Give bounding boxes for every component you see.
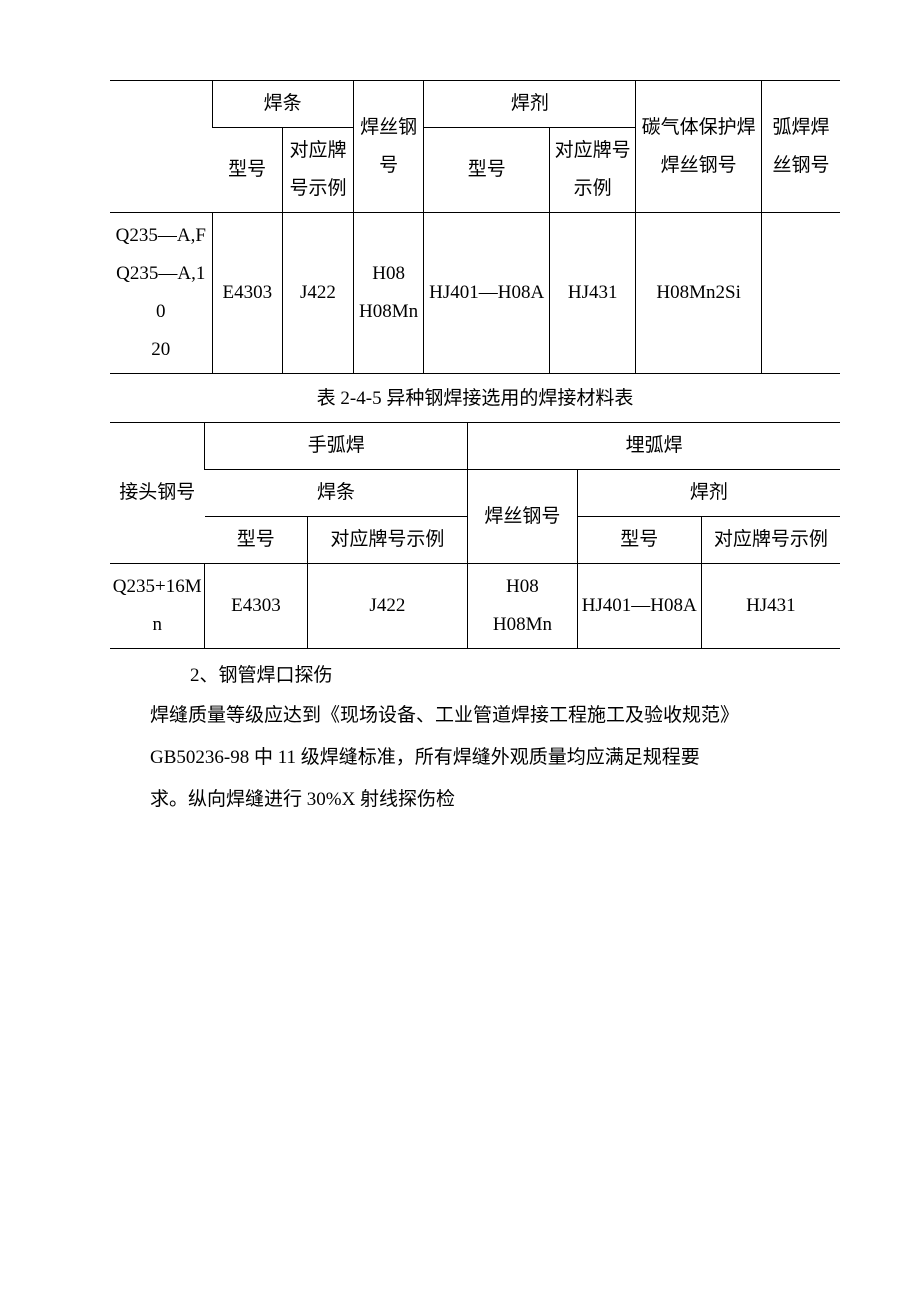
t1-h-rod-brand: 对应牌号示例 — [283, 128, 354, 213]
t2-c3: J422 — [307, 564, 468, 649]
t1-h-flux-group: 焊剂 — [424, 81, 636, 128]
t2-h-joint-steel: 接头钢号 — [110, 423, 205, 564]
t1-c4: H08 H08Mn — [353, 213, 424, 374]
table-caption: 表 2-4-5 异种钢焊接选用的焊接材料表 — [110, 382, 840, 416]
t1-c2: E4303 — [212, 213, 283, 374]
t2-h-flux: 焊剂 — [577, 470, 840, 517]
t1-c8 — [761, 213, 840, 374]
t1-h-rod-model: 型号 — [212, 128, 283, 213]
t2-h-model: 型号 — [205, 517, 307, 564]
t1-c7: H08Mn2Si — [636, 213, 762, 374]
t1-h-flux-brand: 对应牌号示例 — [550, 128, 636, 213]
t1-c3: J422 — [283, 213, 354, 374]
paragraph-line-2: GB50236-98 中 11 级焊缝标准，所有焊缝外观质量均应满足规程要 — [110, 737, 840, 779]
t1-c6: HJ431 — [550, 213, 636, 374]
t1-h-wire-steel: 焊丝钢号 — [353, 81, 424, 213]
t2-c4: H08 H08Mn — [468, 564, 578, 649]
t2-h-manual-arc: 手弧焊 — [205, 423, 468, 470]
t2-h-wire-steel: 焊丝钢号 — [468, 470, 578, 564]
t2-h-flux-brand: 对应牌号示例 — [701, 517, 840, 564]
table-welding-materials-2: 接头钢号 手弧焊 埋弧焊 焊条 焊丝钢号 焊剂 型号 对应牌号示例 型号 对应牌… — [110, 422, 840, 649]
t2-c6: HJ431 — [701, 564, 840, 649]
table-welding-materials-1: 焊条 焊丝钢号 焊剂 碳气体保护焊焊丝钢号 弧焊焊丝钢号 型号 对应牌号示例 型… — [110, 80, 840, 374]
t1-c5: HJ401—H08A — [424, 213, 550, 374]
table-row: Q235—A,F Q235—A,10 20 E4303 J422 H08 H08… — [110, 213, 840, 374]
paragraph-line-3: 求。纵向焊缝进行 30%X 射线探伤检 — [110, 779, 840, 821]
paragraph-line-1: 焊缝质量等级应达到《现场设备、工业管道焊接工程施工及验收规范》 — [110, 695, 840, 737]
t2-h-brand: 对应牌号示例 — [307, 517, 468, 564]
t2-h-submerged-arc: 埋弧焊 — [468, 423, 840, 470]
t1-h-rod-group: 焊条 — [212, 81, 353, 128]
t2-h-flux-model: 型号 — [577, 517, 701, 564]
table-row: Q235+16Mn E4303 J422 H08 H08Mn HJ401—H08… — [110, 564, 840, 649]
t2-c5: HJ401—H08A — [577, 564, 701, 649]
t1-h-co2-wire: 碳气体保护焊焊丝钢号 — [636, 81, 762, 213]
t2-c1: Q235+16Mn — [110, 564, 205, 649]
t2-c2: E4303 — [205, 564, 307, 649]
t1-h-arc-wire: 弧焊焊丝钢号 — [761, 81, 840, 213]
t1-h-flux-model: 型号 — [424, 128, 550, 213]
t1-h-blank — [110, 81, 212, 213]
section-heading: 2、钢管焊口探伤 — [110, 657, 840, 695]
t1-c1: Q235—A,F Q235—A,10 20 — [110, 213, 212, 374]
t2-h-rod: 焊条 — [205, 470, 468, 517]
